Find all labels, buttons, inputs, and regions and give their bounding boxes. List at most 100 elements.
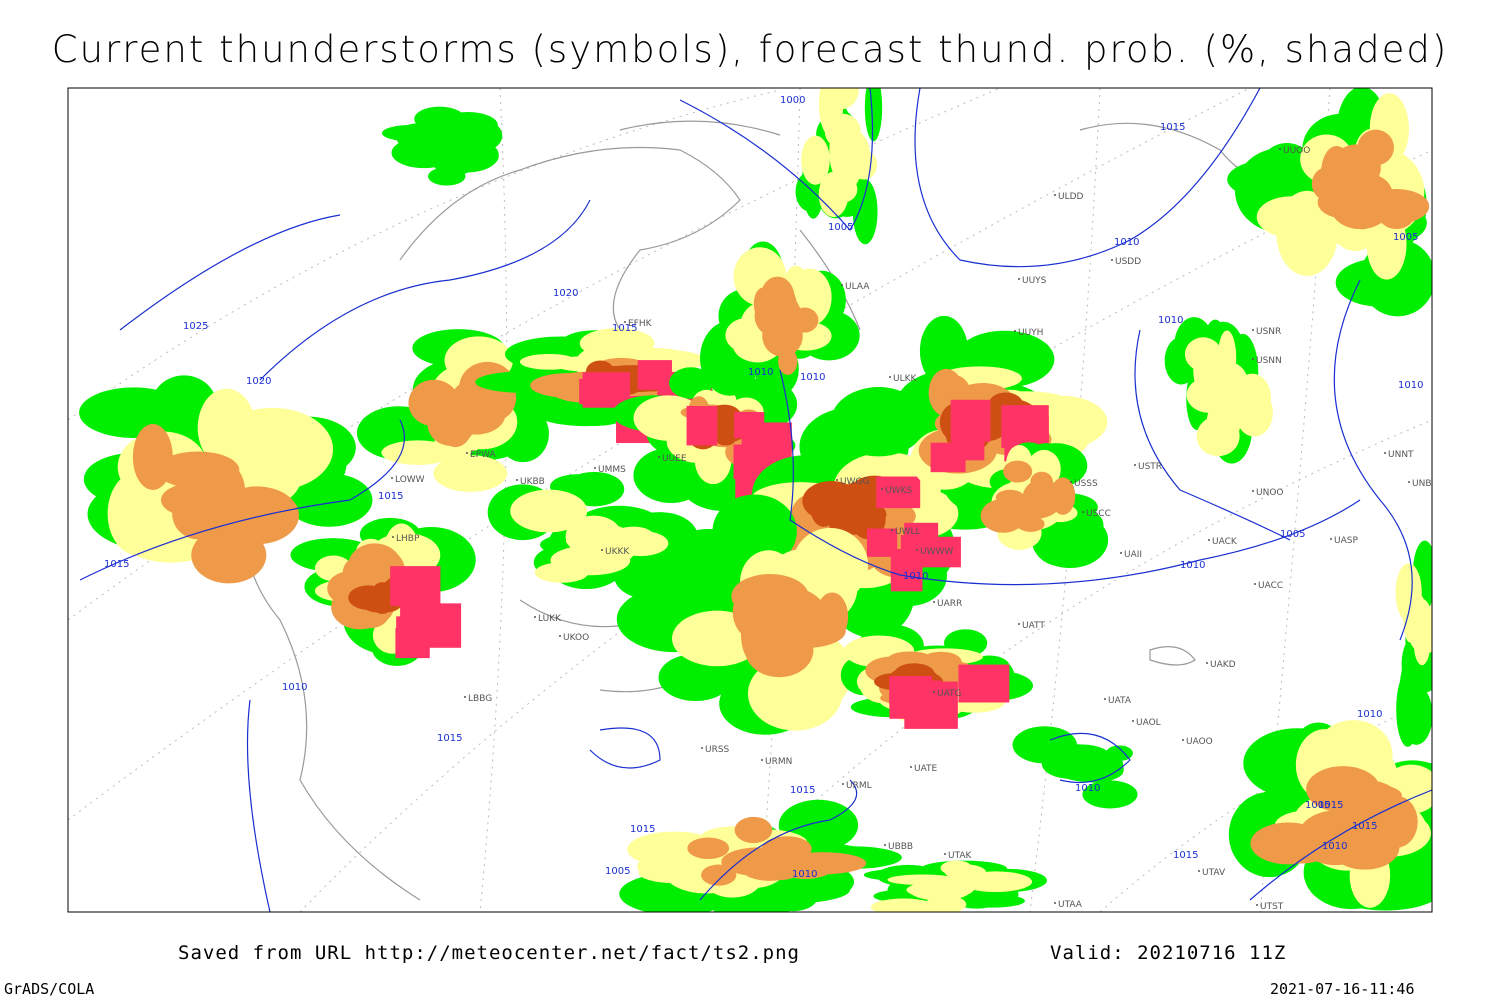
- station-dot: [392, 536, 394, 538]
- station-dot: [624, 321, 626, 323]
- shade-blob: [580, 525, 617, 563]
- shade-blob: [830, 176, 858, 203]
- station-dot: [464, 696, 466, 698]
- station-label: UASP: [1334, 536, 1358, 546]
- isobar-label: 1015: [790, 785, 815, 796]
- isobar-label: 1005: [1305, 800, 1330, 811]
- shade-blob: [772, 295, 803, 347]
- shade-blob: [712, 494, 797, 569]
- shade-blob: [1377, 197, 1416, 230]
- storm-symbols: [579, 378, 622, 405]
- shade-blob: [79, 387, 189, 438]
- shade-blob: [1105, 745, 1133, 761]
- station-label: UWKS: [885, 486, 912, 496]
- station-label: UATA: [1108, 696, 1132, 706]
- shade-blob: [919, 315, 968, 386]
- shade-blob: [431, 140, 478, 176]
- shade-blob: [701, 864, 737, 886]
- station-dot: [1252, 329, 1254, 331]
- shade-blob: [396, 123, 442, 151]
- shade-blob: [834, 125, 860, 170]
- isobar-label: 1015: [437, 733, 462, 744]
- isobar-label: 1015: [1160, 122, 1185, 133]
- shade-blob: [427, 402, 475, 446]
- shade-blob: [959, 871, 1032, 893]
- station-dot: [1082, 511, 1084, 513]
- station-label: ULKK: [893, 374, 918, 384]
- isobar-label: 1010: [1158, 315, 1183, 326]
- shade-blob: [174, 466, 221, 534]
- station-label: USNR: [1256, 327, 1281, 337]
- station-label: UUYS: [1022, 276, 1047, 286]
- station-dot: [933, 691, 935, 693]
- station-dot: [842, 783, 844, 785]
- map-labels: ULAA ULDD UUYS USDD UUOO ULKK UUYH USSS USCC UWGG…: [104, 95, 1432, 912]
- isobar-label: 1010: [1180, 560, 1205, 571]
- isobar-label: 1015: [1173, 850, 1198, 861]
- station-label: UKOO: [563, 633, 589, 643]
- station-dot: [1054, 902, 1056, 904]
- station-label: UTAV: [1202, 868, 1226, 878]
- station-dot: [1070, 481, 1072, 483]
- station-label: UWWW: [920, 547, 953, 557]
- map-area: ULAA ULDD UUYS USDD UUOO ULKK UUYH USSS USCC UWGG…: [68, 88, 1458, 912]
- isobar-label: 1010: [1357, 709, 1382, 720]
- station-label: LOWW: [395, 475, 425, 485]
- station-dot: [1120, 552, 1122, 554]
- station-dot: [1018, 278, 1020, 280]
- station-label: UAKD: [1210, 660, 1236, 670]
- station-dot: [881, 488, 883, 490]
- isobar-label: 1005: [605, 866, 630, 877]
- shade-blob: [433, 455, 508, 492]
- isobar-label: 1010: [1075, 783, 1100, 794]
- station-dot: [1182, 739, 1184, 741]
- shade-blob: [1017, 489, 1058, 519]
- station-label: EFHK: [628, 319, 653, 329]
- shade-blob: [1256, 196, 1327, 238]
- isobar-label: 1010: [800, 372, 825, 383]
- station-dot: [658, 456, 660, 458]
- station-label: USDD: [1115, 257, 1141, 267]
- shade-blob: [473, 122, 503, 150]
- shade-blob: [1438, 591, 1458, 654]
- station-label: URML: [846, 781, 872, 791]
- shade-blob: [1429, 600, 1432, 632]
- shade-blob: [107, 471, 168, 556]
- station-label: ULAA: [845, 282, 870, 292]
- station-dot: [1054, 194, 1056, 196]
- station-label: UWLL: [895, 527, 921, 537]
- station-dot: [1198, 870, 1200, 872]
- station-dot: [1252, 490, 1254, 492]
- station-dot: [884, 844, 886, 846]
- shade-blob: [734, 816, 773, 844]
- shade-blob: [1335, 258, 1425, 307]
- shade-blob: [1337, 173, 1393, 214]
- isobar-label: 1010: [1114, 237, 1139, 248]
- shade-blob: [801, 135, 830, 185]
- isobar-label: 1015: [612, 323, 637, 334]
- station-dot: [1256, 904, 1258, 906]
- station-label: LHBP: [396, 534, 420, 544]
- valid-time: Valid: 20210716 11Z: [1050, 942, 1287, 964]
- station-dot: [516, 479, 518, 481]
- station-label: UAII: [1124, 550, 1142, 560]
- station-label: UARR: [937, 599, 962, 609]
- station-dot: [1384, 452, 1386, 454]
- shade-blob: [510, 489, 588, 533]
- station-label: UATT: [1022, 621, 1045, 631]
- storm-symbols: [876, 476, 921, 509]
- shade-blob: [742, 858, 798, 881]
- shade-blob: [1196, 416, 1240, 457]
- station-label: UATE: [914, 764, 938, 774]
- station-dot: [1330, 538, 1332, 540]
- station-label: USCC: [1086, 509, 1111, 519]
- station-dot: [1111, 259, 1113, 261]
- station-dot: [601, 549, 603, 551]
- station-dot: [701, 747, 703, 749]
- storm-symbols: [734, 412, 765, 439]
- station-dot: [916, 549, 918, 551]
- isobar-label: 1025: [183, 321, 208, 332]
- shade-blob: [381, 440, 455, 465]
